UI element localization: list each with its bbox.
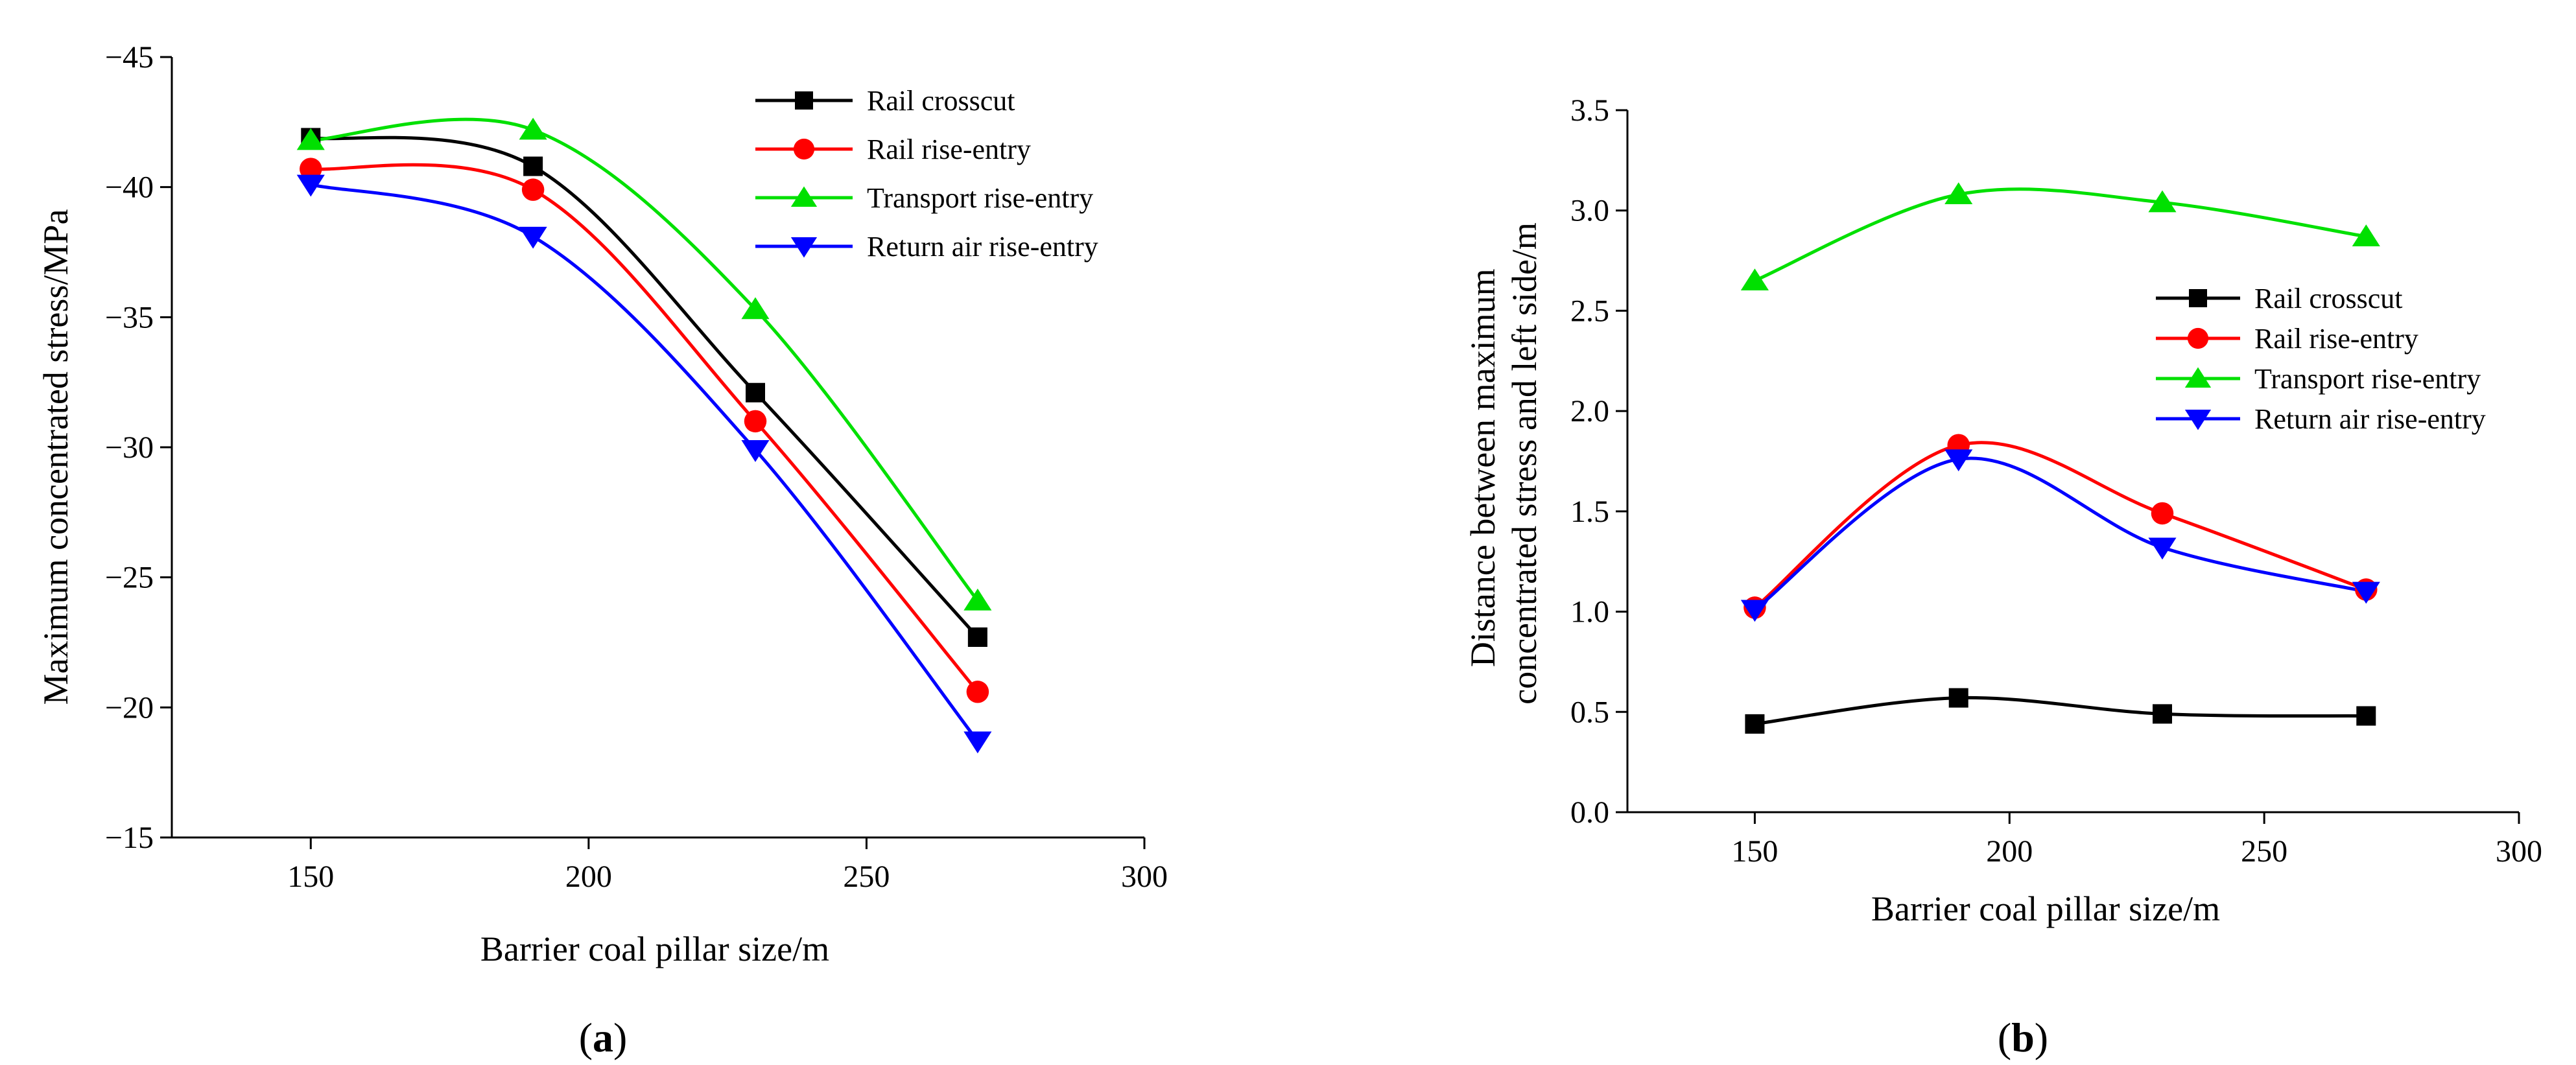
x-axis-label-a: Barrier coal pillar size/m bbox=[480, 930, 829, 968]
y-axis-label-b: Distance between maximum concentrated st… bbox=[1463, 222, 1544, 705]
legend-swatch-marker-b bbox=[2184, 367, 2212, 388]
x-tick-label-a: 150 bbox=[287, 860, 334, 894]
x-tick-label-b: 300 bbox=[2496, 834, 2542, 869]
data-point-a-return-air-rise-entry bbox=[296, 174, 325, 197]
data-point-b-transport-rise-entry bbox=[1740, 268, 1769, 291]
series-line-a-return-air-rise-entry bbox=[310, 183, 979, 743]
data-point-a-rail-rise-entry bbox=[966, 681, 989, 703]
data-point-b-transport-rise-entry bbox=[2352, 224, 2380, 246]
legend-a: Rail crosscut Rail rise-entry Transport r… bbox=[755, 85, 1098, 263]
y-axis-label-b-line-1: Distance between maximum bbox=[1463, 268, 1502, 667]
data-point-a-return-air-rise-entry bbox=[519, 226, 547, 249]
x-tick-label-b: 200 bbox=[1986, 834, 2033, 869]
data-point-b-rail-crosscut bbox=[1745, 714, 1765, 734]
y-axis-label-a: Maximum concentrated stress/MPa bbox=[36, 209, 75, 705]
series-line-a-rail-rise-entry bbox=[311, 163, 979, 693]
y-tick-label-b: 3.5 bbox=[1570, 93, 1609, 128]
y-axis-label-b-line-2: concentrated stress and left side/m bbox=[1505, 222, 1544, 705]
x-tick-label-a: 300 bbox=[1121, 860, 1168, 894]
x-tick-label-b: 250 bbox=[2241, 834, 2287, 869]
y-tick-label-a: −25 bbox=[105, 561, 154, 595]
y-tick-label-b: 0.0 bbox=[1570, 795, 1609, 830]
y-tick-label-b: 1.0 bbox=[1570, 595, 1609, 629]
series-line-b-return-air-rise-entry bbox=[1753, 456, 2367, 611]
legend-swatch-marker-a bbox=[790, 237, 818, 258]
y-tick-label-b: 1.5 bbox=[1570, 495, 1609, 529]
panel-letter-a: a bbox=[593, 1014, 613, 1060]
data-point-a-transport-rise-entry bbox=[963, 589, 992, 611]
x-tick-label-a: 200 bbox=[565, 860, 612, 894]
data-point-b-return-air-rise-entry bbox=[2148, 537, 2177, 560]
legend-label-b-rail-crosscut: Rail crosscut bbox=[2254, 283, 2403, 314]
y-tick-label-b: 0.5 bbox=[1570, 695, 1609, 729]
series-line-a-rail-crosscut bbox=[310, 135, 979, 638]
series-line-b-transport-rise-entry bbox=[1754, 187, 2367, 283]
legend-label-b-return-air-rise-entry: Return air rise-entry bbox=[2254, 403, 2486, 435]
data-point-a-transport-rise-entry bbox=[741, 297, 770, 320]
y-tick-label-b: 2.5 bbox=[1570, 294, 1609, 328]
data-point-a-transport-rise-entry bbox=[519, 117, 547, 140]
data-point-b-rail-rise-entry bbox=[2151, 502, 2174, 525]
legend-label-a-return-air-rise-entry: Return air rise-entry bbox=[867, 231, 1098, 263]
y-tick-label-a: −35 bbox=[105, 300, 154, 334]
data-point-a-rail-crosscut bbox=[746, 382, 765, 403]
data-point-a-rail-crosscut bbox=[967, 627, 987, 647]
y-tick-label-a: −40 bbox=[105, 170, 154, 205]
legend-label-a-rail-rise-entry: Rail rise-entry bbox=[867, 134, 1031, 165]
legend-b: Rail crosscut Rail rise-entry Transport ri… bbox=[2156, 283, 2486, 435]
y-tick-label-a: −30 bbox=[105, 430, 154, 465]
data-point-a-rail-rise-entry bbox=[744, 410, 767, 433]
data-point-b-rail-crosscut bbox=[2356, 706, 2376, 726]
chart-panel-a: −45 −40 −35 −30 −25 −20 −15 150 200 250 300 Rail c… bbox=[36, 40, 1168, 1060]
series-curves-b bbox=[1753, 187, 2367, 726]
data-point-b-rail-crosscut bbox=[1948, 688, 1968, 708]
data-point-a-rail-rise-entry bbox=[300, 158, 322, 180]
axes-a: −45 −40 −35 −30 −25 −20 −15 150 200 250 300 bbox=[105, 40, 1168, 894]
series-markers-a bbox=[296, 117, 992, 754]
legend-label-b-transport-rise-entry: Transport rise-entry bbox=[2254, 363, 2481, 395]
data-point-b-rail-crosscut bbox=[2153, 704, 2172, 724]
series-curves-a bbox=[310, 117, 979, 743]
y-tick-label-a: −20 bbox=[105, 690, 154, 725]
data-point-b-transport-rise-entry bbox=[2148, 190, 2177, 213]
legend-swatch-marker-b bbox=[2184, 410, 2212, 430]
y-tick-label-b: 3.0 bbox=[1570, 194, 1609, 228]
axes-b: 0.0 0.5 1.0 1.5 2.0 2.5 3.0 3.5 150 200 250 300 bbox=[1570, 93, 2542, 869]
y-tick-label-a: −45 bbox=[105, 40, 154, 75]
series-line-b-rail-rise-entry bbox=[1753, 441, 2367, 609]
legend-swatch-marker-a bbox=[795, 91, 813, 110]
data-point-a-rail-crosscut bbox=[523, 156, 543, 176]
data-point-a-return-air-rise-entry bbox=[741, 440, 770, 462]
chart-panel-b: 0.0 0.5 1.0 1.5 2.0 2.5 3.0 3.5 150 200 250 300 Rai… bbox=[1463, 93, 2542, 1060]
series-markers-b bbox=[1740, 182, 2380, 734]
panel-label-b: (b) bbox=[1998, 1014, 2048, 1060]
y-tick-label-b: 2.0 bbox=[1570, 394, 1609, 428]
data-point-a-rail-rise-entry bbox=[521, 178, 545, 201]
x-axis-label-b: Barrier coal pillar size/m bbox=[1871, 889, 2220, 928]
series-line-b-rail-crosscut bbox=[1755, 696, 2367, 726]
data-point-b-return-air-rise-entry bbox=[1944, 449, 1973, 472]
y-tick-label-a: −15 bbox=[105, 821, 154, 855]
series-line-a-transport-rise-entry bbox=[311, 117, 979, 602]
panel-label-a: (a) bbox=[579, 1014, 628, 1060]
data-point-b-return-air-rise-entry bbox=[1740, 600, 1769, 622]
data-point-a-transport-rise-entry bbox=[296, 128, 325, 150]
legend-swatch-marker-a bbox=[790, 186, 818, 207]
legend-swatch-marker-b bbox=[2189, 289, 2207, 307]
panel-letter-b: b bbox=[2011, 1014, 2035, 1060]
legend-label-b-rail-rise-entry: Rail rise-entry bbox=[2254, 323, 2418, 355]
data-point-a-return-air-rise-entry bbox=[963, 731, 992, 754]
legend-label-a-transport-rise-entry: Transport rise-entry bbox=[867, 182, 1093, 214]
legend-swatch-marker-b bbox=[2187, 327, 2209, 349]
legend-label-a-rail-crosscut: Rail crosscut bbox=[867, 85, 1015, 117]
data-point-b-transport-rise-entry bbox=[1944, 182, 1973, 204]
legend-swatch-marker-a bbox=[793, 138, 815, 160]
data-point-b-return-air-rise-entry bbox=[2352, 581, 2380, 604]
x-tick-label-a: 250 bbox=[843, 860, 890, 894]
x-tick-label-b: 150 bbox=[1731, 834, 1778, 869]
